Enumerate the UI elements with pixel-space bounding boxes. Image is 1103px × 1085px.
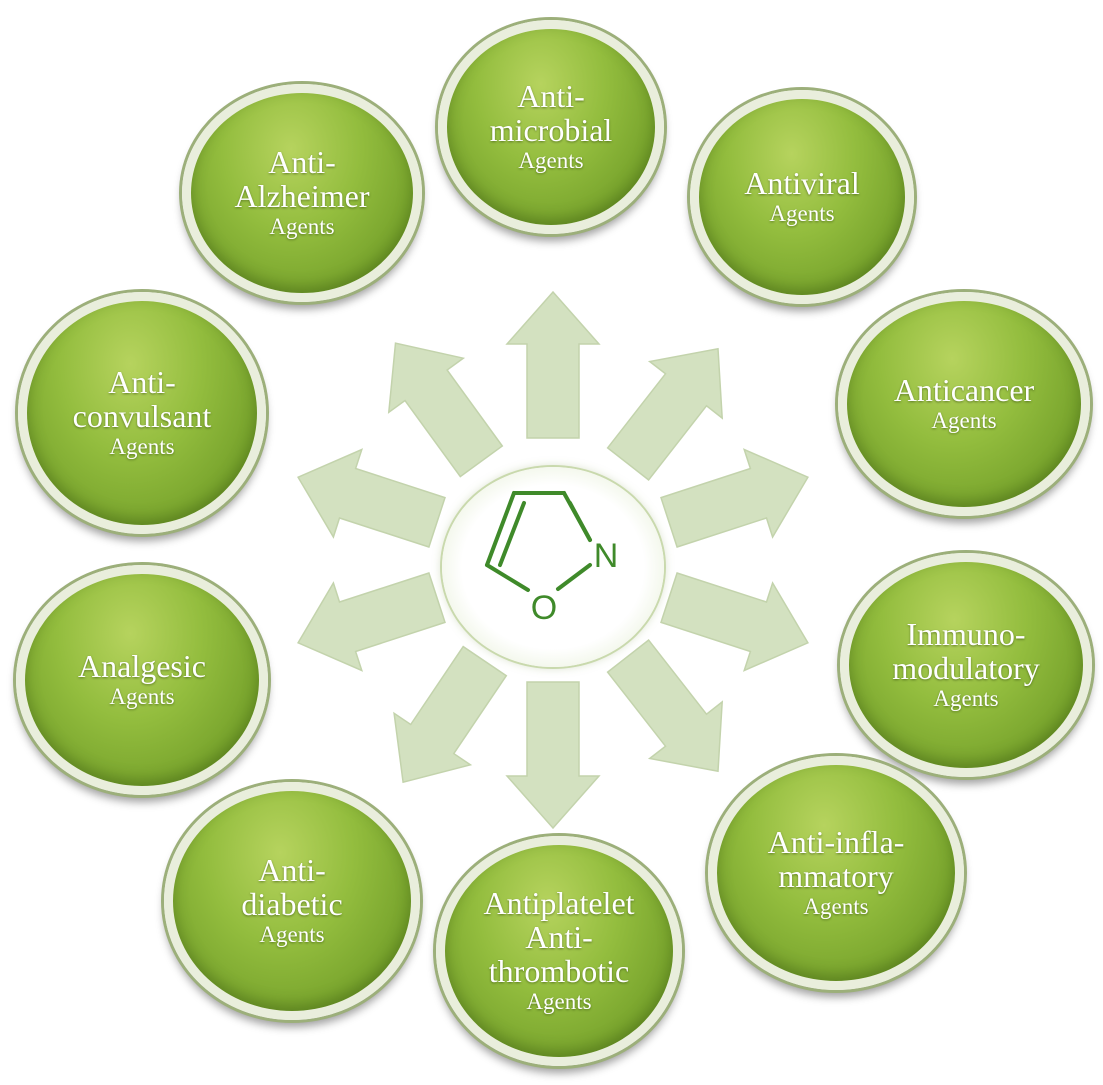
node-antiplatelet: Antiplatelet Anti-thrombotic Agents (436, 836, 682, 1066)
node-title-line: microbial (489, 112, 613, 148)
arrow-left-lower (297, 572, 446, 672)
node-subtitle: Agents (526, 989, 592, 1014)
node-title-line: diabetic (241, 886, 343, 922)
node-title-line: Anti- (525, 919, 593, 955)
arrow-left-upper (297, 448, 446, 548)
bond-c3-n-double (568, 501, 592, 542)
node-subtitle: Agents (931, 408, 997, 433)
node-title-line: Analgesic (78, 648, 206, 684)
node-title-line: Anti- (258, 852, 326, 888)
oxygen-label: O (531, 589, 557, 627)
bond-c4-c5 (485, 491, 516, 567)
arrow-right-lower (660, 572, 809, 672)
node-analgesic: Analgesic Agents (16, 565, 268, 795)
node-title-line: thrombotic (488, 953, 630, 989)
node-subtitle: Agents (769, 201, 835, 226)
node-antiviral: Antiviral Agents (690, 90, 914, 304)
node-antidiabetic: Anti-diabetic Agents (164, 782, 420, 1020)
node-title-line: Antiplatelet (483, 885, 635, 921)
node-anticancer: Anticancer Agents (838, 292, 1090, 516)
node-title-line: Immuno- (906, 616, 1026, 652)
node-anti-inflammatory: Anti-infla-mmatory Agents (708, 756, 964, 990)
arrow-lower-right (606, 639, 724, 773)
arrow-upper-right (606, 347, 724, 481)
node-immunomodulatory: Immuno-modulatory Agents (840, 553, 1092, 777)
node-subtitle: Agents (259, 922, 325, 947)
node-title-line: Anti- (268, 144, 336, 180)
node-title-line: Anti- (108, 364, 176, 400)
arrow-upper-left (387, 342, 504, 478)
node-title-line: Anticancer (893, 372, 1035, 408)
arrow-right-upper (660, 448, 809, 548)
node-title-line: Antiviral (744, 165, 860, 201)
node-subtitle: Agents (269, 214, 335, 239)
node-title-line: Alzheimer (234, 178, 370, 214)
isoxazole-hub: N O (442, 467, 664, 667)
node-subtitle: Agents (109, 684, 175, 709)
node-subtitle: Agents (518, 148, 584, 173)
node-title-line: modulatory (892, 650, 1040, 686)
node-subtitle: Agents (109, 434, 175, 459)
isoxazole-structure-icon: N O (485, 491, 619, 627)
node-subtitle: Agents (933, 686, 999, 711)
node-title-line: mmatory (778, 858, 894, 894)
bond-o-n (556, 563, 592, 591)
node-antimicrobial: Anti-microbial Agents (438, 20, 664, 234)
arrow-up (505, 290, 601, 439)
node-antialzheimer: Anti- Alzheimer Agents (182, 84, 422, 302)
node-subtitle: Agents (803, 894, 869, 919)
arrow-down (505, 681, 601, 830)
node-title-line: Anti-infla- (767, 824, 905, 860)
node-anticonvulsant: Anti-convulsant Agents (18, 292, 266, 534)
node-title-line: Anti- (517, 78, 585, 114)
bond-c5-o (485, 563, 530, 592)
bond-c4-c5-double (498, 501, 526, 567)
arrow-lower-left (393, 645, 508, 784)
nitrogen-label: N (594, 537, 619, 575)
node-title-line: convulsant (72, 398, 212, 434)
